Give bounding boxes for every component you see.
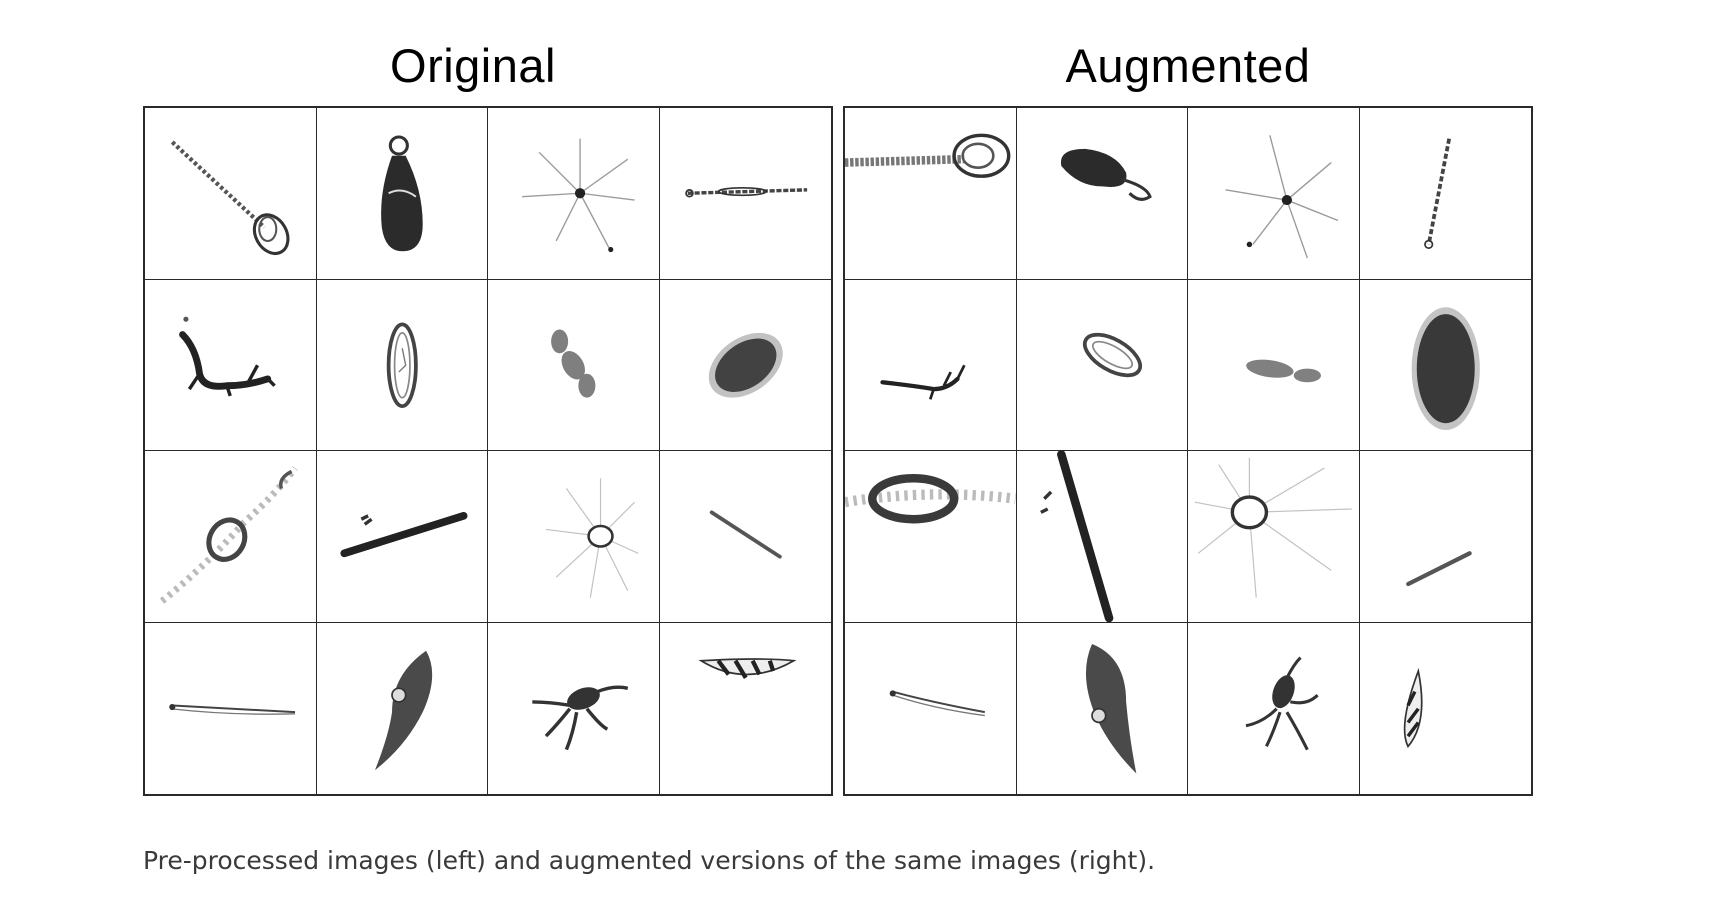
branched-organism-icon (880, 364, 966, 400)
oval-ring-icon (386, 321, 418, 408)
plankton-image (659, 108, 831, 280)
plankton-image (488, 108, 660, 280)
augmented-plankton-image (1016, 451, 1188, 623)
augmented-plankton-image (1359, 279, 1531, 451)
striped-fan-icon (1403, 667, 1423, 748)
chain-diatom-icon (170, 140, 290, 256)
thin-chain-icon (1423, 138, 1451, 250)
radiating-spines-icon (1225, 135, 1339, 259)
oval-ring-icon (1082, 332, 1142, 377)
bottle-shaped-organism-icon (380, 135, 423, 252)
plankton-image (316, 108, 488, 280)
augmented-plankton-image (1016, 108, 1188, 280)
blurry-blob-icon (1246, 359, 1321, 382)
plankton-image (659, 451, 831, 623)
augmented-plankton-image (845, 279, 1017, 451)
augmented-plankton-image (1016, 622, 1188, 794)
blurry-blob-icon (551, 328, 596, 398)
plankton-image (145, 279, 317, 451)
augmented-plankton-image (1359, 451, 1531, 623)
chain-diatom-icon (845, 133, 1011, 178)
augmented-plankton-image (1016, 279, 1188, 451)
plankton-image (488, 622, 660, 794)
augmented-plankton-image (1188, 451, 1360, 623)
striped-fan-icon (697, 657, 796, 679)
plankton-image (659, 622, 831, 794)
dark-ellipse-icon (1411, 306, 1480, 430)
augmented-plankton-image (1359, 108, 1531, 280)
thin-chain-icon (684, 186, 807, 198)
augmented-panel-title: Augmented (1065, 39, 1311, 92)
augmented-image-grid (843, 106, 1533, 796)
plankton-image (316, 451, 488, 623)
augmented-plankton-image (845, 108, 1017, 280)
branched-organism-icon (179, 316, 276, 396)
thin-diagonal-line-icon (709, 510, 782, 559)
ring-with-spines-icon (545, 478, 639, 598)
squid-like-organism-icon (374, 650, 432, 770)
ring-with-spray-icon (845, 474, 1016, 524)
augmented-plankton-image (1188, 622, 1360, 794)
original-panel-title: Original (390, 39, 556, 92)
radiating-spines-icon (522, 138, 635, 253)
bottle-shaped-organism-icon (1060, 148, 1152, 201)
long-rod-icon (1039, 451, 1113, 622)
plankton-image (145, 108, 317, 280)
plankton-image (145, 622, 317, 794)
thin-needle-icon (169, 703, 296, 715)
augmented-plankton-image (845, 451, 1017, 623)
augmented-plankton-image (1188, 108, 1360, 280)
plankton-image (488, 279, 660, 451)
thin-diagonal-line-icon (1405, 551, 1472, 587)
thin-needle-icon (889, 689, 985, 716)
long-rod-icon (339, 511, 467, 558)
tentacled-organism-icon (532, 684, 629, 750)
figure-caption: Pre-processed images (left) and augmente… (143, 846, 1156, 875)
augmented-plankton-image (845, 622, 1017, 794)
squid-like-organism-icon (1085, 643, 1136, 774)
ring-with-spines-icon (1194, 457, 1352, 598)
plankton-image (145, 451, 317, 623)
plankton-image (659, 279, 831, 451)
original-image-grid (143, 106, 833, 796)
plankton-image (488, 451, 660, 623)
dark-ellipse-icon (708, 332, 783, 398)
augmented-plankton-image (1188, 279, 1360, 451)
plankton-image (316, 622, 488, 794)
ring-with-spray-icon (159, 466, 298, 604)
tentacled-organism-icon (1245, 656, 1319, 750)
plankton-image (316, 279, 488, 451)
augmented-plankton-image (1359, 622, 1531, 794)
